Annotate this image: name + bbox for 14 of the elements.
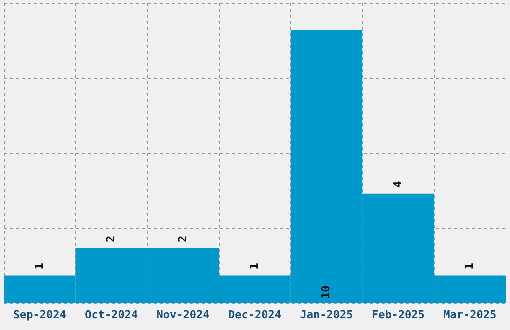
x-tick-label: Nov-2024 [156, 308, 210, 322]
x-tick-label: Sep-2024 [13, 308, 67, 322]
x-tick-label: Dec-2024 [228, 308, 282, 322]
x-tick-label: Oct-2024 [85, 308, 138, 322]
x-tick-label: Jan-2025 [300, 308, 354, 322]
data-label: 1 [248, 262, 261, 270]
data-label: 10 [320, 286, 333, 299]
data-label: 4 [391, 180, 404, 188]
x-tick-label: Feb-2025 [372, 308, 425, 322]
data-label: 2 [176, 236, 190, 242]
data-label: 1 [463, 262, 476, 270]
data-label: 2 [104, 236, 118, 242]
x-tick-label: Mar-2025 [444, 308, 497, 322]
data-label: 1 [32, 262, 46, 270]
